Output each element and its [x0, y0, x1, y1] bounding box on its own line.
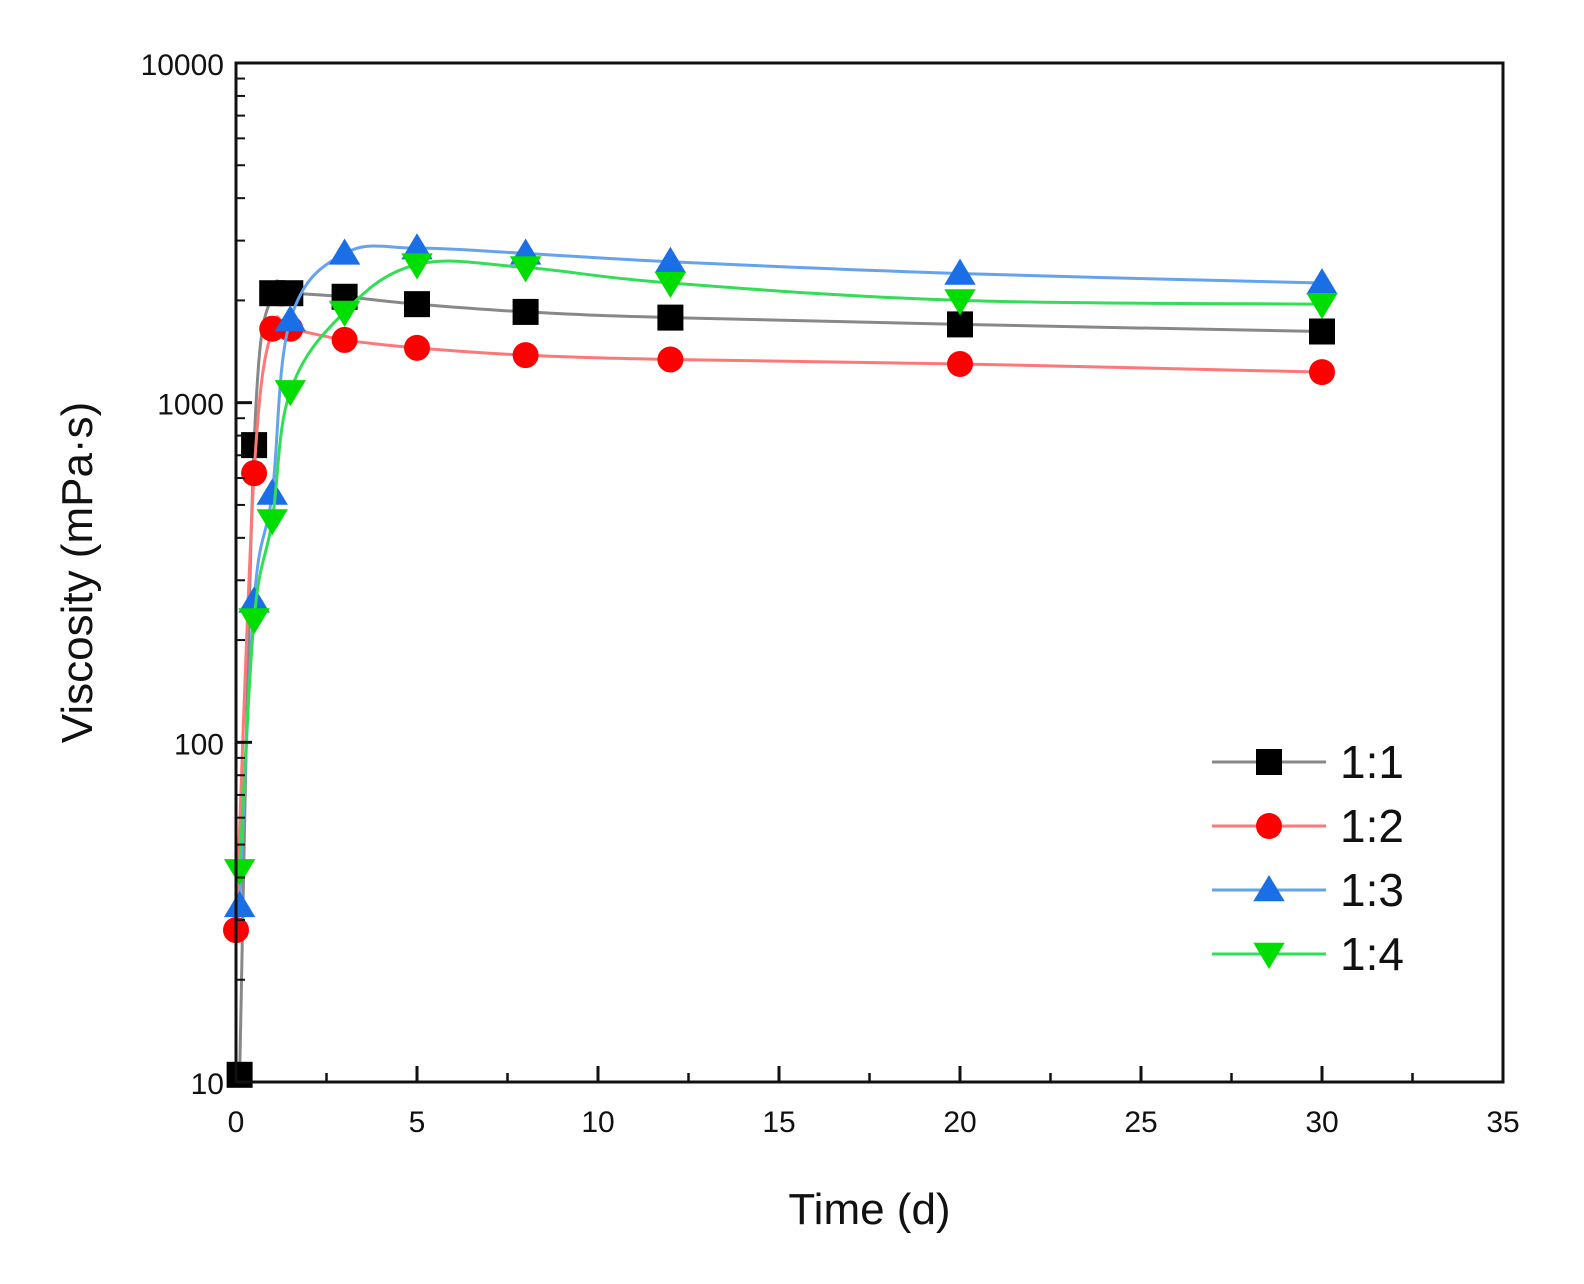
data-point — [512, 342, 539, 369]
series-1-3 — [223, 233, 1338, 918]
data-point — [404, 334, 430, 361]
legend-item: 1:2 — [1212, 800, 1404, 852]
data-point — [274, 305, 306, 332]
series-layer — [223, 233, 1338, 1088]
series-line — [234, 315, 1323, 931]
data-point — [1309, 359, 1335, 386]
data-point — [654, 246, 687, 273]
data-point — [947, 311, 973, 338]
data-point — [223, 859, 256, 886]
axis-ticks: 0 5 10 15 20 25 30 35 10 100 1000 10000 — [141, 49, 1520, 1139]
legend-label: 1:1 — [1340, 736, 1404, 788]
data-point — [1306, 292, 1338, 320]
series-line — [238, 259, 1323, 871]
data-point — [241, 460, 268, 487]
data-point — [947, 350, 973, 377]
data-point — [512, 298, 539, 325]
data-point — [404, 291, 430, 318]
y-axis-label: Viscosity (mPa·s) — [53, 402, 102, 743]
legend-marker — [1253, 942, 1285, 969]
series-1-1 — [226, 279, 1335, 1088]
legend-marker — [1253, 875, 1285, 902]
legend-item: 1:3 — [1212, 864, 1404, 916]
plot-frame — [234, 61, 1505, 1084]
data-point — [1309, 318, 1335, 345]
x-tick-label: 20 — [943, 1106, 976, 1139]
data-point — [401, 253, 433, 280]
x-axis-label: Time (d) — [788, 1185, 950, 1234]
y-tick-label: 10 — [191, 1068, 224, 1101]
y-tick-label: 10000 — [141, 49, 224, 82]
data-point — [256, 478, 288, 505]
data-point — [223, 890, 256, 918]
x-tick-label: 0 — [228, 1106, 245, 1139]
data-point — [509, 256, 542, 283]
data-point — [256, 509, 288, 536]
y-tick-label: 1000 — [157, 389, 224, 422]
data-point — [944, 289, 976, 316]
data-point — [328, 238, 361, 265]
data-point — [259, 315, 286, 342]
x-tick-label: 30 — [1305, 1106, 1338, 1139]
data-point — [328, 300, 361, 327]
data-point — [654, 271, 687, 298]
series-line — [238, 244, 1323, 906]
x-tick-label: 10 — [581, 1106, 614, 1139]
data-point — [274, 380, 306, 407]
data-point — [277, 280, 304, 307]
series-1-2 — [223, 315, 1335, 944]
legend-marker — [1256, 749, 1282, 775]
legend-marker — [1256, 813, 1282, 839]
x-tick-label: 25 — [1124, 1106, 1157, 1139]
x-tick-label: 5 — [409, 1106, 426, 1139]
legend-label: 1:3 — [1340, 864, 1404, 916]
x-tick-label: 35 — [1486, 1106, 1519, 1139]
legend: 1:1 1:2 1:3 1:4 — [1212, 736, 1404, 980]
data-point — [238, 586, 270, 613]
y-tick-label: 100 — [174, 728, 224, 761]
data-point — [1306, 268, 1338, 295]
data-point — [944, 258, 976, 285]
data-point — [401, 233, 433, 260]
legend-label: 1:2 — [1340, 800, 1404, 852]
series-1-4 — [223, 253, 1338, 886]
data-point — [657, 346, 684, 373]
series-line — [238, 279, 1323, 1075]
data-point — [238, 608, 270, 635]
x-tick-label: 15 — [762, 1106, 795, 1139]
legend-item: 1:1 — [1212, 736, 1404, 788]
data-point — [226, 1061, 253, 1088]
data-point — [331, 326, 358, 353]
data-point — [657, 304, 684, 331]
legend-label: 1:4 — [1340, 928, 1404, 980]
legend-item: 1:4 — [1212, 928, 1404, 980]
